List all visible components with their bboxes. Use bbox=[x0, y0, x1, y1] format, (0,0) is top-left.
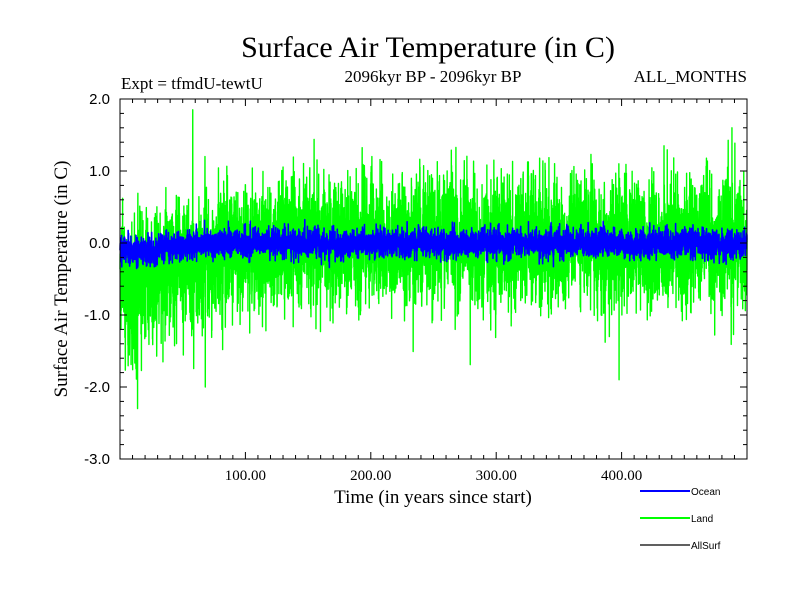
plot-area: 2.0 1.0 0.0 -1.0 -2.0 -3.0 100.00 200.00 300.00… bbox=[84, 91, 748, 484]
series-layer bbox=[119, 109, 748, 410]
legend-label-ocean: Ocean bbox=[691, 487, 720, 498]
y-axis-label: Surface Air Temperature (in C) bbox=[51, 161, 72, 398]
y-tick-label: 0.0 bbox=[89, 235, 110, 252]
x-axis-label: Time (in years since start) bbox=[334, 487, 532, 508]
chart-title: Surface Air Temperature (in C) bbox=[241, 31, 615, 64]
legend: Ocean Land AllSurf bbox=[640, 487, 721, 552]
x-tick-label: 400.00 bbox=[601, 468, 642, 484]
legend-label-land: Land bbox=[691, 514, 713, 525]
y-tick-label: -3.0 bbox=[84, 451, 110, 468]
series-line-ocean bbox=[119, 218, 748, 270]
y-tick-label: 1.0 bbox=[89, 163, 110, 180]
x-tick-label: 200.00 bbox=[350, 468, 391, 484]
y-axis: 2.0 1.0 0.0 -1.0 -2.0 -3.0 bbox=[84, 91, 747, 468]
series-line-land bbox=[119, 109, 748, 410]
y-tick-label: -1.0 bbox=[84, 307, 110, 324]
period-label: 2096kyr BP - 2096kyr BP bbox=[345, 67, 522, 86]
x-tick-label: 300.00 bbox=[476, 468, 517, 484]
y-tick-label: -2.0 bbox=[84, 379, 110, 396]
experiment-label: Expt = tfmdU-tewtU bbox=[121, 74, 263, 93]
legend-label-allsurf: AllSurf bbox=[691, 541, 721, 552]
x-axis: 100.00 200.00 300.00 400.00 bbox=[132, 99, 735, 484]
months-label: ALL_MONTHS bbox=[634, 67, 747, 86]
x-tick-label: 100.00 bbox=[225, 468, 266, 484]
y-tick-label: 2.0 bbox=[89, 91, 110, 108]
